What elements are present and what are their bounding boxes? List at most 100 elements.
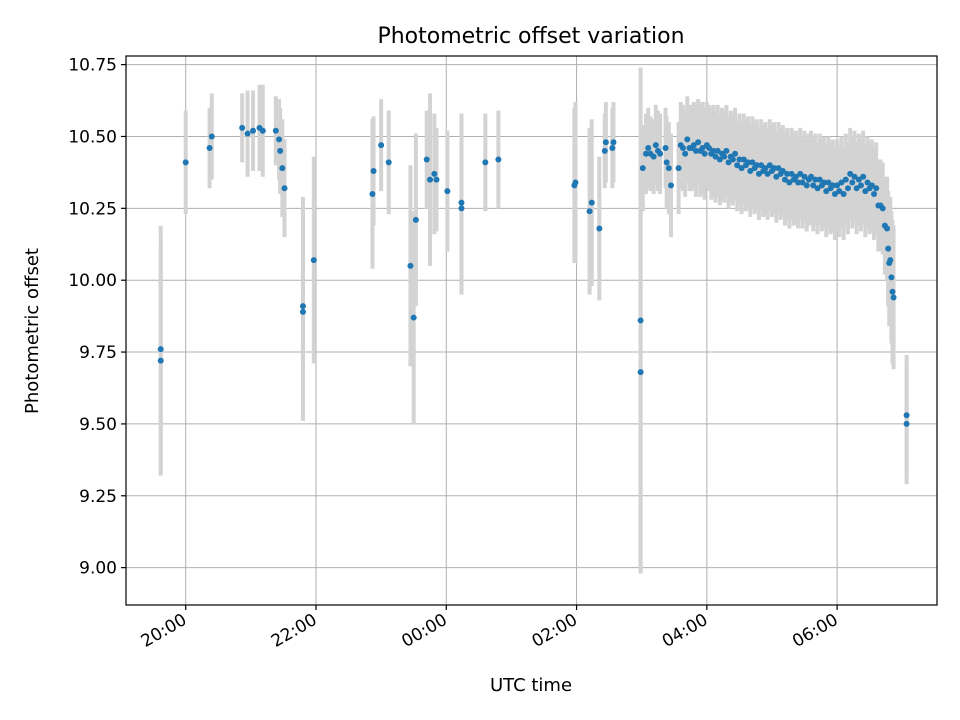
data-point bbox=[645, 144, 652, 151]
data-point bbox=[208, 133, 215, 140]
data-point bbox=[758, 162, 765, 169]
data-point bbox=[426, 176, 433, 183]
data-point bbox=[879, 205, 886, 212]
data-point bbox=[831, 190, 838, 197]
data-point bbox=[652, 142, 659, 149]
data-point bbox=[299, 303, 306, 310]
data-point bbox=[250, 127, 257, 134]
data-point bbox=[747, 167, 754, 174]
data-point bbox=[838, 179, 845, 186]
data-point bbox=[788, 170, 795, 177]
data-point bbox=[729, 156, 736, 163]
data-point bbox=[602, 139, 609, 146]
data-point bbox=[864, 179, 871, 186]
data-point bbox=[890, 294, 897, 301]
data-point bbox=[799, 179, 806, 186]
data-point bbox=[157, 346, 164, 353]
data-point bbox=[888, 274, 895, 281]
data-point bbox=[310, 257, 317, 264]
data-point bbox=[823, 188, 830, 195]
data-point bbox=[844, 185, 851, 192]
data-point bbox=[749, 159, 756, 166]
data-point bbox=[792, 173, 799, 180]
data-point bbox=[690, 142, 697, 149]
y-tick-label: 9.50 bbox=[79, 415, 117, 435]
data-point bbox=[725, 159, 732, 166]
data-point bbox=[482, 159, 489, 166]
data-point bbox=[706, 144, 713, 151]
data-point bbox=[259, 127, 266, 134]
data-point bbox=[803, 182, 810, 189]
data-point bbox=[755, 170, 762, 177]
data-point bbox=[887, 257, 894, 264]
data-point bbox=[495, 156, 502, 163]
data-point bbox=[801, 173, 808, 180]
data-point bbox=[842, 176, 849, 183]
data-point bbox=[889, 288, 896, 295]
y-tick-label: 10.25 bbox=[68, 199, 117, 219]
data-point bbox=[853, 185, 860, 192]
data-point bbox=[721, 153, 728, 160]
data-point bbox=[277, 147, 284, 154]
data-point bbox=[276, 136, 283, 143]
data-point bbox=[732, 150, 739, 157]
data-point bbox=[847, 170, 854, 177]
data-point bbox=[643, 150, 650, 157]
data-point bbox=[740, 156, 747, 163]
data-point bbox=[407, 262, 414, 269]
data-point bbox=[601, 147, 608, 154]
data-point bbox=[684, 136, 691, 143]
data-point bbox=[668, 182, 675, 189]
data-point bbox=[860, 173, 867, 180]
data-point bbox=[637, 369, 644, 376]
data-point bbox=[272, 127, 279, 134]
data-point bbox=[431, 170, 438, 177]
data-point bbox=[851, 173, 858, 180]
data-point bbox=[808, 173, 815, 180]
data-point bbox=[572, 179, 579, 186]
data-point bbox=[675, 165, 682, 172]
data-point bbox=[699, 144, 706, 151]
data-point bbox=[665, 165, 672, 172]
data-point bbox=[782, 176, 789, 183]
data-point bbox=[814, 185, 821, 192]
y-tick-label: 10.50 bbox=[68, 127, 117, 147]
chart-title: Photometric offset variation bbox=[377, 24, 684, 49]
data-point bbox=[596, 225, 603, 232]
data-point bbox=[385, 159, 392, 166]
data-point bbox=[762, 165, 769, 172]
data-point bbox=[657, 150, 664, 157]
data-point bbox=[682, 150, 689, 157]
data-point bbox=[412, 216, 419, 223]
y-tick-label: 9.00 bbox=[79, 559, 117, 579]
data-point bbox=[903, 420, 910, 427]
data-point bbox=[810, 182, 817, 189]
data-point bbox=[840, 190, 847, 197]
data-point bbox=[862, 188, 869, 195]
data-point bbox=[299, 308, 306, 315]
data-point bbox=[157, 357, 164, 364]
data-point bbox=[695, 139, 702, 146]
data-point bbox=[370, 167, 377, 174]
data-point bbox=[716, 156, 723, 163]
data-point bbox=[586, 208, 593, 215]
data-point bbox=[423, 156, 430, 163]
data-point bbox=[650, 153, 657, 160]
data-point bbox=[701, 150, 708, 157]
data-point bbox=[738, 165, 745, 172]
data-point bbox=[753, 162, 760, 169]
data-point bbox=[816, 176, 823, 183]
data-point bbox=[639, 165, 646, 172]
data-point bbox=[281, 185, 288, 192]
data-point bbox=[825, 179, 832, 186]
data-point bbox=[836, 188, 843, 195]
y-axis-label: Photometric offset bbox=[22, 248, 43, 414]
data-point bbox=[279, 165, 286, 172]
data-point bbox=[855, 176, 862, 183]
data-point bbox=[182, 159, 189, 166]
data-point bbox=[786, 179, 793, 186]
y-axis-ticks: 9.00 9.25 9.50 9.75 10.00 10.25 10.50 10.75 bbox=[68, 56, 126, 579]
data-point bbox=[588, 199, 595, 206]
